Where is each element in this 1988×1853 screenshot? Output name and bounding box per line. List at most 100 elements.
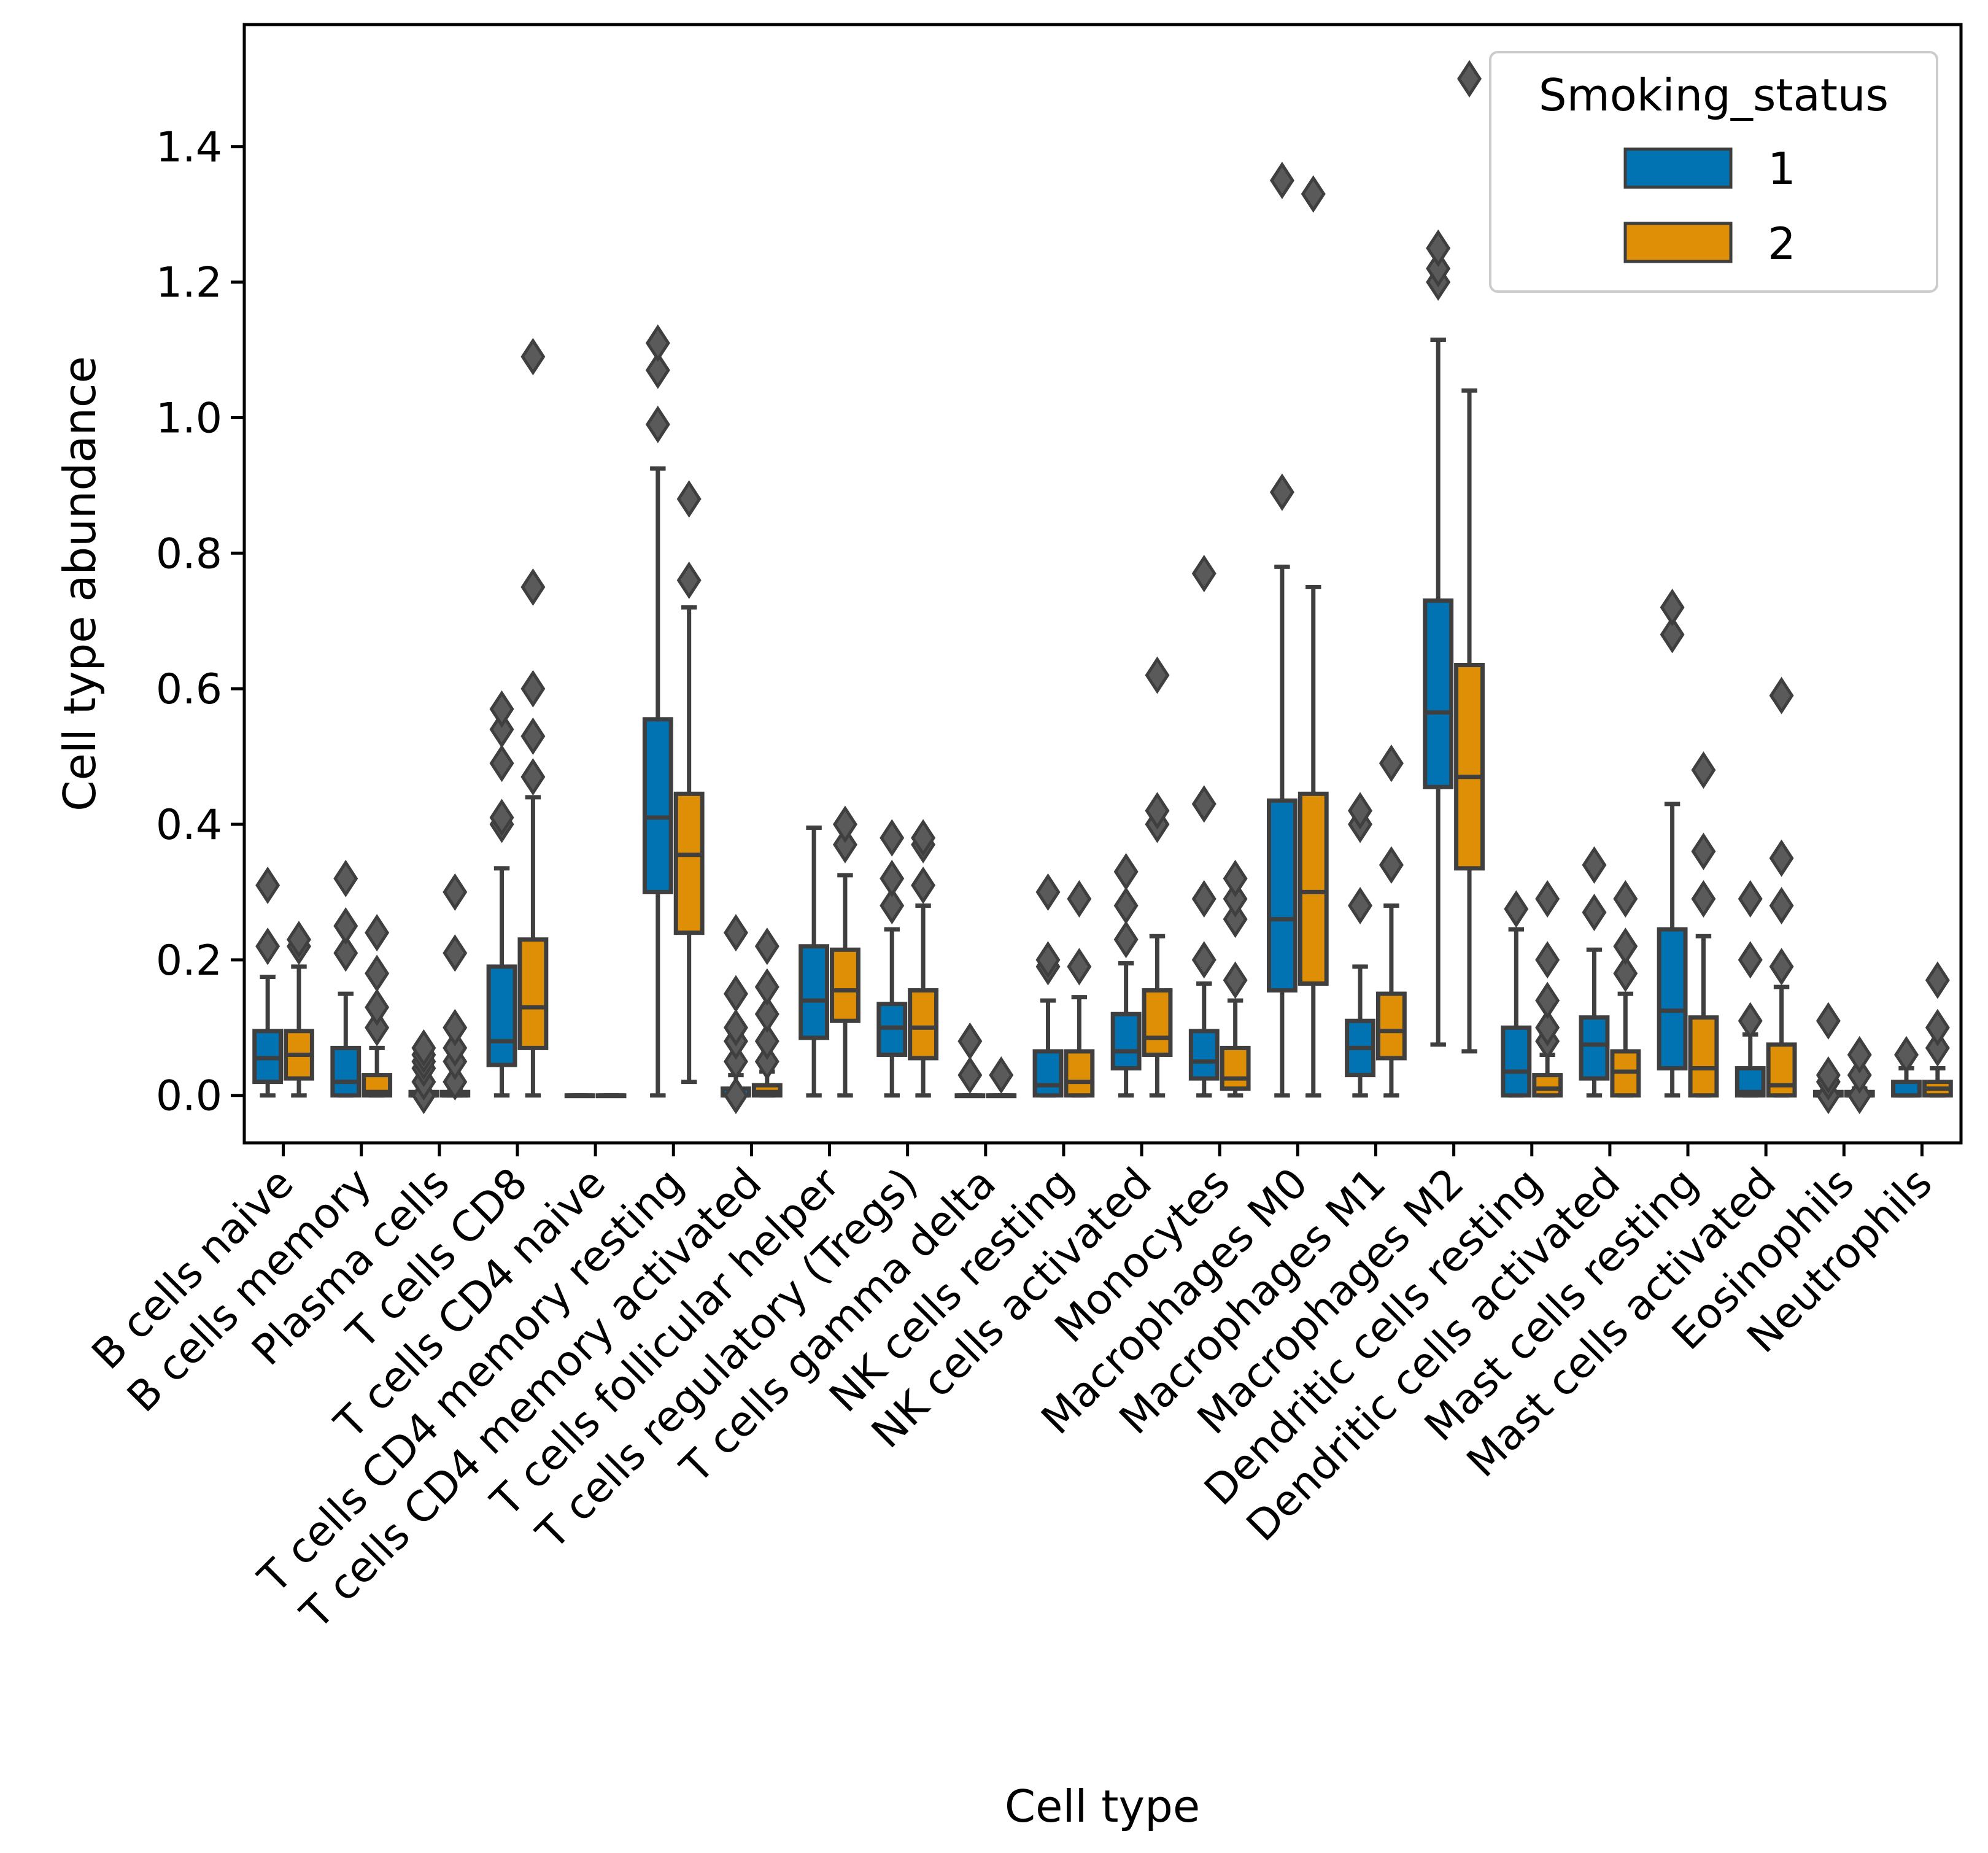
outlier-point [1535,941,1560,979]
box-1-13 [1266,161,1298,1098]
outlier-point [411,1029,436,1067]
outlier-point [1738,1002,1763,1040]
outlier-point [1769,948,1794,986]
box-2-9 [986,1056,1017,1099]
outlier-point [1191,941,1216,979]
outlier-point [1847,1077,1872,1115]
outlier-point [365,1008,390,1046]
outlier-point [287,921,311,959]
box-1-15 [1423,229,1454,1047]
outlier-point [1067,948,1092,986]
outlier-point [1269,473,1294,511]
outlier-point [645,324,670,362]
outlier-point [957,1056,983,1094]
outlier-point [520,758,546,796]
outlier-point [1426,249,1451,288]
box-2-8 [908,819,939,1098]
outlier-point [520,338,546,376]
outlier-point [1691,832,1716,870]
box-iqr [1188,1029,1220,1081]
box-iqr [1375,991,1407,1061]
outlier-point [645,351,670,389]
y-tick-label: 0.2 [156,937,222,985]
outlier-point [443,873,468,911]
outlier-point [255,866,280,904]
outlier-point [832,826,857,864]
outlier-point [365,954,390,992]
box-iqr [1266,798,1298,993]
outlier-point [1847,1056,1872,1094]
box-iqr [642,717,673,894]
outlier-point [489,745,514,783]
box-iqr [799,944,830,1040]
box-1-20 [1812,1002,1844,1115]
outlier-point [1301,175,1326,213]
outlier-point [880,819,905,857]
box-iqr [908,988,939,1061]
outlier-point [754,1022,779,1060]
outlier-point [489,710,514,748]
outlier-point [1925,1008,1950,1046]
outlier-point [1379,846,1404,884]
outlier-point [1847,1035,1872,1074]
outlier-point [1348,886,1373,925]
box-1-19 [1735,880,1766,1098]
box-1-0 [252,866,284,1098]
legend-swatch-1 [1623,147,1733,189]
box-1-7 [799,826,830,1098]
outlier-point [1113,921,1139,959]
outlier-point [1894,1035,1919,1074]
box-iqr [1142,988,1173,1057]
box-2-16 [1532,880,1563,1098]
outlier-point [723,1077,748,1115]
box-2-14 [1375,745,1407,1098]
y-axis-label: Cell type abundance [54,356,106,811]
box-1-9 [954,1022,986,1099]
y-tick-label: 0.8 [156,530,222,578]
box-2-5 [673,480,705,1085]
box-iqr [1657,927,1688,1071]
outlier-point [1613,880,1638,918]
outlier-point [1535,880,1560,918]
box-iqr [1064,1049,1095,1098]
box-iqr [1688,1015,1719,1098]
outlier-point [255,927,280,965]
outlier-point [880,859,905,897]
outlier-point [880,886,905,925]
outlier-point [1535,981,1560,1019]
outlier-point [1582,846,1607,884]
box-iqr [517,937,549,1050]
box-2-10 [1064,880,1095,1098]
outlier-point [1925,1029,1950,1067]
box-2-13 [1298,175,1329,1098]
y-tick-label: 1.2 [156,259,222,308]
outlier-point [520,717,546,756]
box-2-21 [1922,961,1953,1098]
box-iqr [830,947,861,1023]
box-2-20 [1844,1035,1875,1115]
outlier-point [911,866,936,904]
box-iqr [1579,1015,1610,1081]
plot-area [252,60,1953,1115]
box-2-0 [284,921,314,1098]
box-1-21 [1891,1035,1922,1098]
outlier-point [489,799,514,837]
outlier-point [1769,886,1794,925]
outlier-point [1816,1002,1841,1040]
outlier-point [333,859,358,897]
outlier-point [1035,873,1061,911]
outlier-point [520,568,546,606]
y-tick-label: 0.4 [156,801,222,849]
outlier-point [520,670,546,708]
legend-title: Smoking_status [1539,69,1889,121]
outlier-point [957,1022,983,1060]
outlier-point [365,914,390,952]
outlier-point [1738,941,1763,979]
outlier-point [723,1042,748,1081]
box-iqr [486,964,517,1067]
outlier-point [1691,751,1716,789]
box-1-11 [1110,853,1142,1098]
y-axis: 0.0 0.2 0.4 0.6 0.8 1.0 1.2 1.4 [156,123,244,1121]
outlier-point [443,1029,468,1067]
box-iqr [1532,1073,1563,1098]
